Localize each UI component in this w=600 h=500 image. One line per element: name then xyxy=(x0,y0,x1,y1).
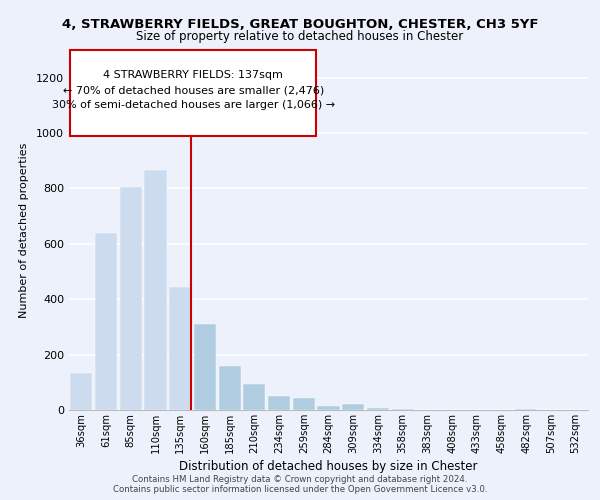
Bar xyxy=(317,406,340,410)
Bar xyxy=(119,187,142,410)
Y-axis label: Number of detached properties: Number of detached properties xyxy=(19,142,29,318)
Bar xyxy=(70,372,92,410)
Text: 4 STRAWBERRY FIELDS: 137sqm
← 70% of detached houses are smaller (2,476)
30% of : 4 STRAWBERRY FIELDS: 137sqm ← 70% of det… xyxy=(52,70,335,110)
Bar xyxy=(243,384,265,410)
Bar xyxy=(95,233,117,410)
Bar xyxy=(169,287,191,410)
Bar xyxy=(342,404,364,410)
Bar xyxy=(268,396,290,410)
Bar xyxy=(218,366,241,410)
X-axis label: Distribution of detached houses by size in Chester: Distribution of detached houses by size … xyxy=(179,460,478,473)
Text: Contains HM Land Registry data © Crown copyright and database right 2024.
Contai: Contains HM Land Registry data © Crown c… xyxy=(113,474,487,494)
Bar xyxy=(392,409,414,410)
Bar xyxy=(367,408,389,410)
Text: 4, STRAWBERRY FIELDS, GREAT BOUGHTON, CHESTER, CH3 5YF: 4, STRAWBERRY FIELDS, GREAT BOUGHTON, CH… xyxy=(62,18,538,30)
Bar xyxy=(515,408,538,410)
Bar xyxy=(145,170,167,410)
Text: Size of property relative to detached houses in Chester: Size of property relative to detached ho… xyxy=(136,30,464,43)
Bar xyxy=(293,398,315,410)
FancyBboxPatch shape xyxy=(70,50,316,136)
Bar xyxy=(194,324,216,410)
